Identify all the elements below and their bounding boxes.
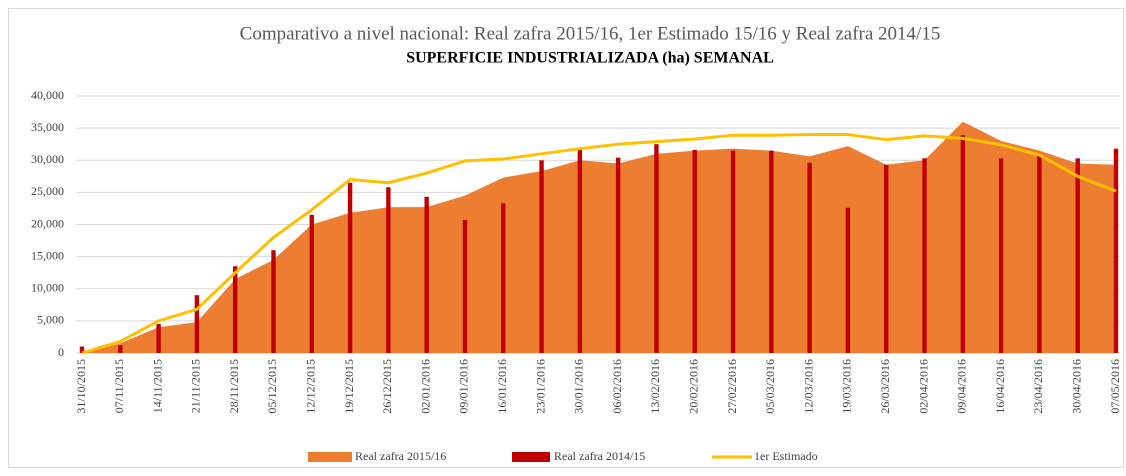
chart-title: Comparativo a nivel nacional: Real zafra… <box>240 23 941 44</box>
legend-label: 1er Estimado <box>754 449 818 463</box>
x-tick-label: 05/12/2015 <box>265 359 279 414</box>
y-tick-label: 40,000 <box>31 88 64 102</box>
x-tick-label: 12/03/2016 <box>801 359 815 414</box>
x-tick-label: 26/03/2016 <box>878 359 892 414</box>
x-tick-label: 27/02/2016 <box>725 359 739 414</box>
x-tick-label: 19/12/2015 <box>342 359 356 414</box>
x-tick-label: 23/04/2016 <box>1031 359 1045 414</box>
bar <box>1037 155 1042 353</box>
x-tick-label: 16/01/2016 <box>495 359 509 414</box>
bar <box>577 149 583 353</box>
line <box>81 133 1117 355</box>
x-tick-label: 28/11/2015 <box>227 359 241 413</box>
bar <box>232 266 238 353</box>
bar <box>998 158 1004 353</box>
chart-subtitle: SUPERFICIE INDUSTRIALIZADA (ha) SEMANAL <box>406 50 774 67</box>
bar <box>1075 158 1080 353</box>
legend-label: Real zafra 2014/15 <box>554 449 645 463</box>
x-tick-label: 16/04/2016 <box>993 359 1007 414</box>
bar <box>539 160 544 353</box>
x-tick-label: 02/04/2016 <box>916 359 930 414</box>
y-tick-label: 0 <box>58 345 64 359</box>
bar <box>156 324 161 353</box>
bar <box>309 214 314 353</box>
legend-label: Real zafra 2015/16 <box>355 449 446 463</box>
y-tick-label: 35,000 <box>31 120 64 134</box>
bar <box>960 135 966 353</box>
x-tick-label: 09/01/2016 <box>457 359 471 414</box>
x-tick-label: 19/03/2016 <box>840 359 854 414</box>
y-tick-label: 30,000 <box>31 152 64 166</box>
x-tick-label: 02/01/2016 <box>418 359 432 414</box>
x-tick-label: 23/01/2016 <box>533 359 547 414</box>
x-tick-label: 14/11/2015 <box>150 359 164 413</box>
bar <box>194 295 200 353</box>
bar <box>501 203 506 353</box>
bar <box>845 207 851 353</box>
bar <box>118 345 123 353</box>
y-tick-label: 20,000 <box>31 216 64 230</box>
bar <box>79 346 85 353</box>
y-tick-label: 15,000 <box>31 248 64 262</box>
x-tick-label: 06/02/2016 <box>610 359 624 414</box>
bar <box>884 164 889 353</box>
x-tick-label: 31/10/2015 <box>74 359 88 414</box>
legend-swatch <box>512 452 550 462</box>
x-tick-label: 21/11/2015 <box>189 359 203 413</box>
y-tick-label: 10,000 <box>31 281 64 295</box>
bar <box>654 144 659 353</box>
area <box>82 121 1116 353</box>
y-tick-label: 5,000 <box>37 313 64 327</box>
y-tick-label: 25,000 <box>31 184 64 198</box>
x-tick-label: 20/02/2016 <box>686 359 700 414</box>
x-tick-label: 05/03/2016 <box>763 359 777 414</box>
bar <box>769 150 774 353</box>
bar <box>462 220 468 353</box>
bar <box>271 250 276 353</box>
x-tick-label: 30/01/2016 <box>572 359 586 414</box>
bar <box>730 150 736 353</box>
bar <box>807 162 812 353</box>
x-tick-label: 07/11/2015 <box>112 359 126 413</box>
bar <box>424 196 429 353</box>
x-tick-label: 12/12/2015 <box>304 359 318 414</box>
x-tick-label: 30/04/2016 <box>1069 359 1083 414</box>
x-tick-label: 13/02/2016 <box>648 359 662 414</box>
bar <box>347 182 353 353</box>
bar <box>615 157 621 353</box>
bar <box>1113 148 1119 353</box>
bar <box>692 149 697 353</box>
x-tick-label: 26/12/2015 <box>380 359 394 414</box>
bar <box>386 187 391 353</box>
x-tick-label: 07/05/2016 <box>1108 359 1122 414</box>
legend-swatch <box>308 452 352 462</box>
x-tick-label: 09/04/2016 <box>955 359 969 414</box>
bar <box>922 158 927 353</box>
